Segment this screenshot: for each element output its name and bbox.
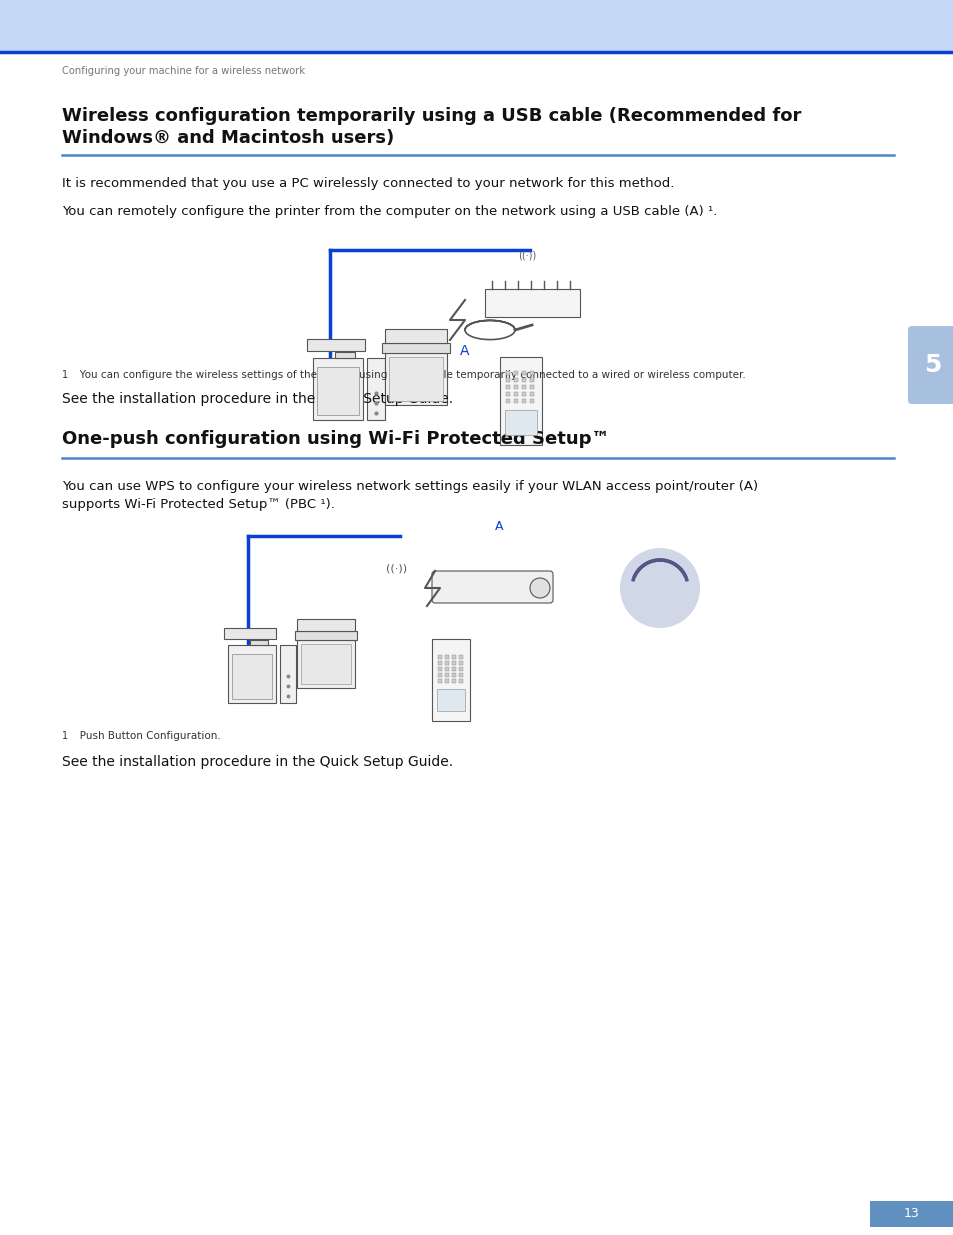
Bar bbox=[367, 358, 385, 420]
Bar bbox=[313, 358, 363, 420]
Bar bbox=[381, 343, 450, 353]
Bar bbox=[869, 1200, 953, 1228]
Text: 1: 1 bbox=[62, 731, 68, 741]
Bar bbox=[250, 640, 268, 645]
Bar bbox=[296, 619, 355, 631]
Circle shape bbox=[619, 548, 700, 629]
Bar bbox=[484, 289, 579, 317]
Bar bbox=[301, 643, 351, 684]
Text: Wireless configuration temporarily using a USB cable (Recommended for: Wireless configuration temporarily using… bbox=[62, 107, 801, 125]
Bar bbox=[232, 655, 272, 699]
Bar bbox=[504, 410, 537, 435]
Text: You can use WPS to configure your wireless network settings easily if your WLAN : You can use WPS to configure your wirele… bbox=[62, 480, 758, 493]
Text: Push Button Configuration.: Push Button Configuration. bbox=[70, 731, 220, 741]
Bar bbox=[228, 645, 275, 703]
FancyBboxPatch shape bbox=[907, 326, 953, 404]
Bar bbox=[224, 629, 275, 638]
Text: It is recommended that you use a PC wirelessly connected to your network for thi: It is recommended that you use a PC wire… bbox=[62, 177, 674, 190]
Text: 1: 1 bbox=[62, 370, 68, 380]
Text: ((·)): ((·)) bbox=[386, 563, 407, 573]
Bar bbox=[499, 357, 541, 445]
Text: One-push configuration using Wi-Fi Protected Setup™: One-push configuration using Wi-Fi Prote… bbox=[62, 430, 609, 448]
Bar bbox=[389, 357, 442, 401]
Bar bbox=[335, 352, 355, 358]
Text: See the installation procedure in the Quick Setup Guide.: See the installation procedure in the Qu… bbox=[62, 391, 453, 406]
Text: 5: 5 bbox=[923, 353, 941, 377]
Text: A: A bbox=[495, 520, 503, 534]
Bar bbox=[296, 640, 355, 688]
Bar bbox=[436, 689, 464, 711]
Bar bbox=[280, 645, 295, 703]
Text: 13: 13 bbox=[903, 1208, 919, 1220]
Text: See the installation procedure in the Quick Setup Guide.: See the installation procedure in the Qu… bbox=[62, 755, 453, 769]
Text: You can remotely configure the printer from the computer on the network using a : You can remotely configure the printer f… bbox=[62, 205, 717, 219]
Bar bbox=[307, 338, 365, 351]
Text: You can configure the wireless settings of the printer using a USB cable tempora: You can configure the wireless settings … bbox=[70, 370, 745, 380]
Text: ((·)): ((·)) bbox=[517, 249, 536, 261]
Circle shape bbox=[530, 578, 550, 598]
Bar bbox=[294, 631, 356, 640]
FancyBboxPatch shape bbox=[432, 571, 553, 603]
Text: supports Wi-Fi Protected Setup™ (PBC ¹).: supports Wi-Fi Protected Setup™ (PBC ¹). bbox=[62, 498, 335, 511]
Bar bbox=[385, 353, 447, 405]
Bar bbox=[0, 0, 953, 52]
Bar bbox=[432, 638, 470, 721]
Text: Configuring your machine for a wireless network: Configuring your machine for a wireless … bbox=[62, 65, 305, 77]
Text: Windows® and Macintosh users): Windows® and Macintosh users) bbox=[62, 128, 394, 147]
Bar bbox=[385, 329, 447, 343]
Bar bbox=[316, 367, 358, 415]
Text: A: A bbox=[459, 345, 469, 358]
